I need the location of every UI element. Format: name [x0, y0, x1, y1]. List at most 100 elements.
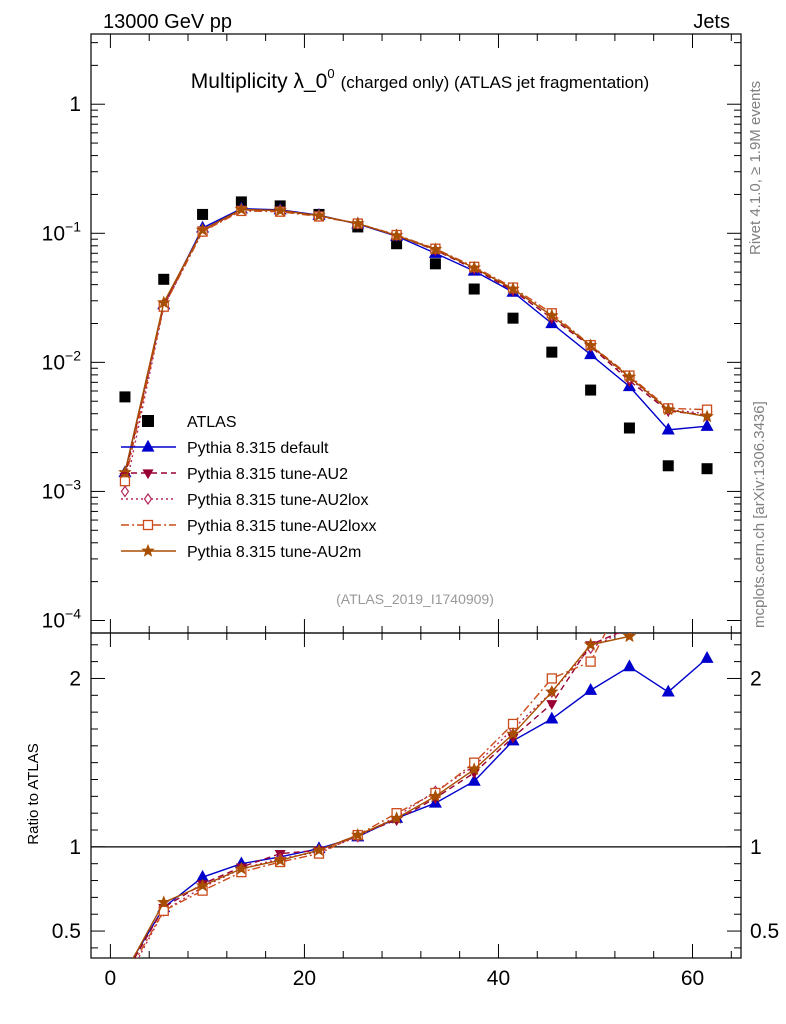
ratio-point-default — [119, 965, 130, 975]
title-main: Multiplicity λ_0 — [191, 70, 328, 93]
ratio-line-au2m — [132, 633, 632, 958]
atlas-point — [391, 238, 403, 250]
main-point-default — [584, 347, 598, 360]
main-panel: 10−4 10−3 10−2 10−1 1 — [42, 33, 742, 634]
atlas-point — [197, 208, 209, 220]
main-point-default — [661, 422, 675, 435]
ratio-point-au2m — [622, 633, 637, 643]
legend-label-default: Pythia 8.315 default — [187, 440, 329, 457]
ratio-point-default — [622, 659, 636, 672]
ratio-point-au2loxx — [585, 656, 596, 667]
ratio-point-default — [467, 773, 481, 786]
ratio-point-au2m — [195, 878, 210, 892]
ratio-point-au2loxx — [703, 522, 712, 531]
main-default — [118, 201, 714, 478]
ratio-point-au2m — [545, 684, 559, 698]
main-ytick-label: 10−1 — [42, 218, 82, 245]
legend-marker-atlas — [142, 415, 154, 427]
reference-label: (ATLAS_2019_I1740909) — [336, 591, 494, 607]
ratio-ylabel: Ratio to ATLAS — [25, 743, 42, 844]
ratio-point-au2m — [467, 762, 481, 776]
mcplots-label: mcplots.cern.ch [arXiv:1306.3436] — [751, 401, 768, 628]
ratio-point-au2lox — [704, 572, 711, 582]
ratio-point-au2m — [506, 726, 520, 740]
ratio-point-au2m — [701, 580, 712, 591]
ratio-point-au2m — [312, 843, 326, 856]
atlas-point — [119, 391, 131, 403]
main-point-au2m — [195, 222, 210, 236]
xtick-label: 20 — [293, 967, 316, 990]
main-ytick-label: 10−4 — [42, 605, 82, 632]
ratio-point-au2loxx — [625, 581, 634, 590]
main-point-au2m — [700, 409, 714, 423]
ratio-point-au2 — [120, 972, 129, 980]
main-point-au2m — [234, 202, 249, 216]
main-point-au2loxx — [119, 476, 131, 487]
main-ytick-label: 1 — [69, 93, 81, 116]
main-line-default — [124, 208, 708, 473]
ratio-ytick-label-right: 0.5 — [750, 920, 779, 943]
legend-label-au2lox: Pythia 8.315 tune-AU2lox — [187, 492, 368, 509]
ratio-point-au2 — [546, 700, 558, 710]
ratio-point-au2m — [428, 789, 443, 803]
main-point-au2m — [157, 295, 171, 309]
ratio-panel: 0.5 0.51 12 20 20 40 60 — [52, 522, 779, 990]
legend-marker-au2m — [141, 543, 155, 557]
ratio-point-au2m — [234, 861, 249, 875]
ratio-point-au2 — [628, 633, 631, 635]
ratio-au2lox — [137, 572, 711, 958]
atlas-point — [546, 346, 558, 358]
title-sup: 0 — [327, 66, 334, 81]
ratio-ytick-label-left: 0.5 — [52, 920, 81, 943]
main-point-default — [700, 418, 714, 431]
legend: ATLAS Pythia 8.315 default Pythia 8.315 tu… — [121, 414, 376, 561]
header-left: 13000 GeV pp — [103, 11, 232, 33]
ratio-point-au2 — [703, 574, 712, 582]
title-rest: (charged only) (ATLAS jet fragmentation) — [341, 73, 650, 92]
atlas-point — [623, 422, 635, 434]
legend-label-au2m: Pythia 8.315 tune-AU2m — [187, 544, 361, 561]
main-ytick-label: 10−2 — [42, 347, 82, 374]
header-right: Jets — [693, 11, 730, 33]
main-point-au2m — [467, 260, 481, 274]
ratio-ytick-label-right: 1 — [750, 836, 762, 859]
ratio-line-au2lox — [137, 633, 622, 958]
ratio-line-au2loxx — [135, 633, 607, 958]
ratio-point-au2loxx — [664, 539, 673, 548]
main-point-au2m — [312, 208, 326, 222]
ratio-ytick-label-left: 1 — [69, 836, 81, 859]
xtick-label: 0 — [105, 967, 117, 990]
ratio-ytick-label-left: 2 — [69, 667, 81, 690]
ratio-point-au2m — [157, 895, 171, 909]
ratio-ytick-label-right: 2 — [750, 667, 762, 690]
atlas-point — [507, 312, 519, 324]
ratio-point-au2lox — [665, 572, 672, 582]
chart-title: Multiplicity λ_00 (charged only) (ATLAS j… — [191, 66, 649, 93]
ratio-line-default — [132, 657, 708, 958]
main-line-au2m — [124, 208, 708, 473]
main-point-au2m — [506, 281, 520, 295]
main-au2m — [118, 202, 714, 479]
legend-label-au2loxx: Pythia 8.315 tune-AU2loxx — [187, 518, 376, 535]
legend-marker-au2 — [142, 469, 154, 480]
atlas-point — [662, 460, 674, 472]
ratio-point-default — [661, 684, 675, 697]
ratio-point-au2loxx — [120, 974, 129, 983]
ratio-line-au2 — [133, 633, 620, 958]
ratio-point-au2m — [389, 811, 404, 824]
ratio-point-au2m — [583, 637, 598, 651]
legend-marker-au2lox — [143, 492, 153, 506]
ratio-default — [119, 651, 714, 975]
ratio-point-au2m — [663, 551, 674, 562]
legend-label-au2: Pythia 8.315 tune-AU2 — [187, 466, 348, 483]
atlas-point — [701, 463, 713, 475]
series-atlas — [119, 196, 713, 475]
main-point-au2m — [661, 402, 675, 416]
main-point-au2m — [545, 308, 559, 322]
legend-marker-au2loxx — [142, 519, 154, 531]
ratio-au2 — [120, 574, 712, 980]
atlas-point — [429, 258, 441, 270]
ratio-point-au2m — [273, 853, 287, 867]
legend-label-atlas: ATLAS — [187, 414, 237, 431]
